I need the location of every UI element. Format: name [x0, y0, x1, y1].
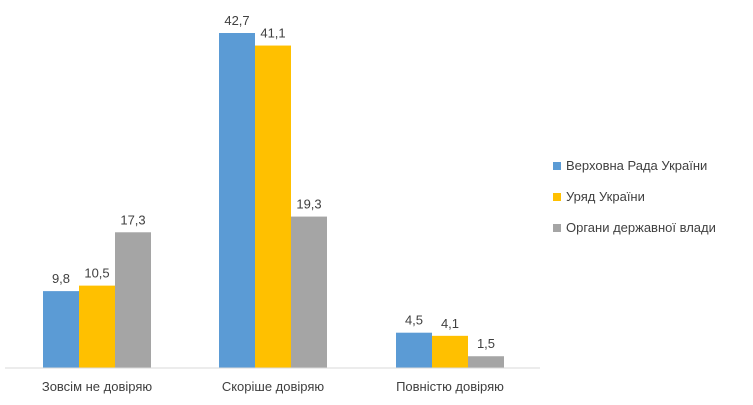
legend-label: Органи державної влади [566, 220, 716, 235]
bar-series-2-category-3 [432, 335, 468, 368]
bar-series-2-category-1 [79, 285, 115, 368]
data-label: 9,8 [52, 271, 70, 286]
data-label: 4,5 [405, 313, 423, 328]
plot-area: 9,8 42,7 4,5 10,5 41,1 4,1 17,3 19,3 1,5 Зовсім н… [42, 13, 504, 394]
bar-series-3-category-2 [291, 216, 327, 368]
bar-series-2-category-2 [255, 45, 291, 368]
data-label: 17,3 [120, 212, 145, 227]
data-label: 41,1 [260, 26, 285, 41]
bar-series-1-category-3 [396, 332, 432, 368]
x-tick-label: Повністю довіряю [396, 379, 504, 394]
bar-series-1-category-1 [43, 291, 79, 368]
legend-swatch [553, 224, 561, 232]
data-label: 42,7 [224, 13, 249, 28]
data-label: 4,1 [441, 316, 459, 331]
data-label: 19,3 [296, 197, 321, 212]
legend-swatch [553, 193, 561, 201]
legend-swatch [553, 162, 561, 170]
legend-label: Уряд України [566, 189, 645, 204]
bar-series-3-category-3 [468, 356, 504, 368]
bar-series-3-category-1 [115, 232, 151, 368]
x-tick-label: Скоріше довіряю [222, 379, 325, 394]
data-label: 10,5 [84, 266, 109, 281]
bar-series-1-category-2 [219, 33, 255, 368]
legend-label: Верховна Рада України [566, 158, 707, 173]
legend: Верховна Рада України Уряд України Органи … [553, 158, 716, 235]
x-tick-label: Зовсім не довіряю [42, 379, 153, 394]
data-label: 1,5 [477, 336, 495, 351]
